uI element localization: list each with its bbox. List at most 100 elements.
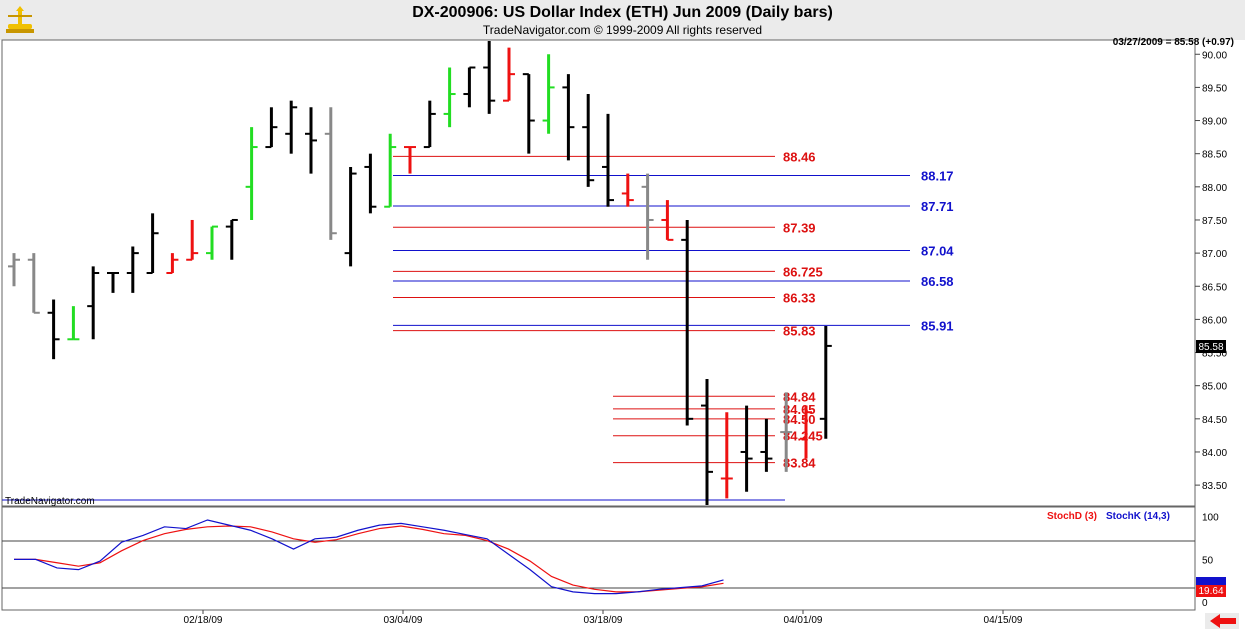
red-level-label: 86.33 <box>783 291 816 306</box>
date-axis: 02/18/09 03/04/09 03/18/09 04/01/09 04/15/09 <box>184 610 1023 626</box>
price-tick-label: 84.50 <box>1202 415 1227 426</box>
price-tick-label: 86.50 <box>1202 282 1227 293</box>
ohlc-bar <box>483 41 496 114</box>
ohlc-bar <box>423 100 436 149</box>
ohlc-bar <box>602 113 614 207</box>
blue-level-label: 88.17 <box>921 169 954 184</box>
red-level-label: 87.39 <box>783 220 816 235</box>
level-lines: 88.4687.3986.72586.3385.8384.8484.6584.5… <box>393 149 954 471</box>
date-tick-label: 03/18/09 <box>584 615 623 626</box>
price-tick-label: 83.50 <box>1202 481 1227 492</box>
price-tick-label: 85.00 <box>1202 382 1227 393</box>
date-tick-label: 04/01/09 <box>784 615 823 626</box>
ohlc-bar <box>364 153 377 214</box>
ohlc-bar <box>819 326 832 439</box>
red-level-label: 84.245 <box>783 429 823 444</box>
price-tick-label: 88.50 <box>1202 150 1227 161</box>
red-level-label: 85.83 <box>783 324 816 339</box>
price-tick-label: 89.00 <box>1202 117 1227 128</box>
ohlc-bar <box>384 133 397 208</box>
price-axis: 83.50 84.00 84.50 85.00 85.50 86.00 86.50 87.00… <box>1195 50 1227 492</box>
price-tick-label: 90.00 <box>1202 50 1227 61</box>
price-tick-label: 86.00 <box>1202 315 1227 326</box>
blue-level-label: 87.04 <box>921 243 954 258</box>
red-level-label: 84.84 <box>783 389 816 404</box>
current-price-label: 85.58 <box>1198 342 1223 353</box>
price-tick-label: 87.50 <box>1202 216 1227 227</box>
price-tick-label: 84.00 <box>1202 448 1227 459</box>
ohlc-bar <box>47 299 60 360</box>
date-tick-label: 03/04/09 <box>384 615 423 626</box>
ohlc-bar <box>87 266 100 340</box>
ohlc-bar <box>265 107 278 149</box>
ohlc-bar <box>146 213 159 274</box>
date-tick-label: 02/18/09 <box>184 615 223 626</box>
ohlc-bar <box>166 253 179 274</box>
ohlc-bar <box>305 107 317 174</box>
blue-level-label: 86.58 <box>921 274 954 289</box>
blue-level-label: 85.91 <box>921 318 954 333</box>
price-tick-label: 89.50 <box>1202 83 1227 94</box>
date-tick-label: 04/15/09 <box>984 615 1023 626</box>
ohlc-bar <box>661 200 674 241</box>
indicator-panel-frame <box>1 506 1196 611</box>
ohlc-bar <box>8 253 20 287</box>
current-stoch-tag <box>1196 585 1226 597</box>
stoch-tick-label: 100 <box>1202 513 1219 524</box>
ohlc-bar <box>67 306 80 341</box>
stoch-tick-label: 50 <box>1202 555 1214 566</box>
legend-stoch-d: StochD (3) <box>1047 511 1097 522</box>
ohlc-bar <box>582 94 595 187</box>
price-tick-label: 85.50 <box>1202 349 1227 360</box>
stoch-d-line <box>14 525 724 593</box>
stoch-k-tag <box>1196 577 1226 587</box>
chart-header: DX-200906: US Dollar Index (ETH) Jun 200… <box>0 0 1245 40</box>
ohlc-bar <box>107 272 119 293</box>
ohlc-bar <box>245 127 258 220</box>
ohlc-bar <box>186 219 199 261</box>
scroll-left-arrow-icon[interactable] <box>1205 613 1239 629</box>
status-text: 03/27/2009 = 85.58 (+0.97) <box>1113 37 1234 48</box>
price-tick-label: 88.00 <box>1202 183 1227 194</box>
ohlc-bar <box>404 146 416 174</box>
chart-title: DX-200906: US Dollar Index (ETH) Jun 200… <box>412 4 833 21</box>
ohlc-bar <box>443 67 456 128</box>
current-price-tag <box>1196 340 1226 353</box>
ohlc-bar <box>720 412 733 499</box>
ohlc-bar <box>621 173 634 207</box>
price-tick-label: 87.00 <box>1202 249 1227 260</box>
ohlc-bar <box>225 218 238 260</box>
stoch-k-line <box>14 519 724 595</box>
ohlc-bar <box>641 173 654 260</box>
red-level-label: 83.84 <box>783 456 816 471</box>
current-stoch-label: 19.64 <box>1198 586 1223 597</box>
chart-subtitle: TradeNavigator.com © 1999-2009 All right… <box>482 23 763 37</box>
ohlc-bar <box>324 107 337 240</box>
price-bars <box>8 41 832 505</box>
ohlc-bar <box>522 73 535 154</box>
red-level-label: 86.725 <box>783 264 823 279</box>
ohlc-bar <box>27 253 40 314</box>
ohlc-bar <box>206 225 218 260</box>
navigator-logo-icon <box>6 6 34 33</box>
ohlc-bar <box>740 405 753 492</box>
ohlc-bar <box>126 246 139 293</box>
ohlc-bar <box>760 418 773 472</box>
stoch-tick-label: 0 <box>1202 598 1208 609</box>
ohlc-bar <box>780 392 793 472</box>
ohlc-bar <box>542 54 555 134</box>
stochastics-panel: 100 50 0 <box>14 513 1219 609</box>
ohlc-bar <box>681 219 694 426</box>
ohlc-bar <box>463 66 476 108</box>
ohlc-bar <box>562 74 575 161</box>
blue-level-label: 87.71 <box>921 199 954 214</box>
legend-stoch-k: StochK (14,3) <box>1106 511 1170 522</box>
ohlc-bar <box>285 100 298 154</box>
price-panel-frame <box>1 39 1196 507</box>
watermark-text: TradeNavigator.com <box>5 496 95 507</box>
ohlc-bar <box>344 166 357 267</box>
red-level-label: 84.50 <box>783 412 816 427</box>
ohlc-bar <box>701 379 713 505</box>
red-level-label: 88.46 <box>783 149 816 164</box>
